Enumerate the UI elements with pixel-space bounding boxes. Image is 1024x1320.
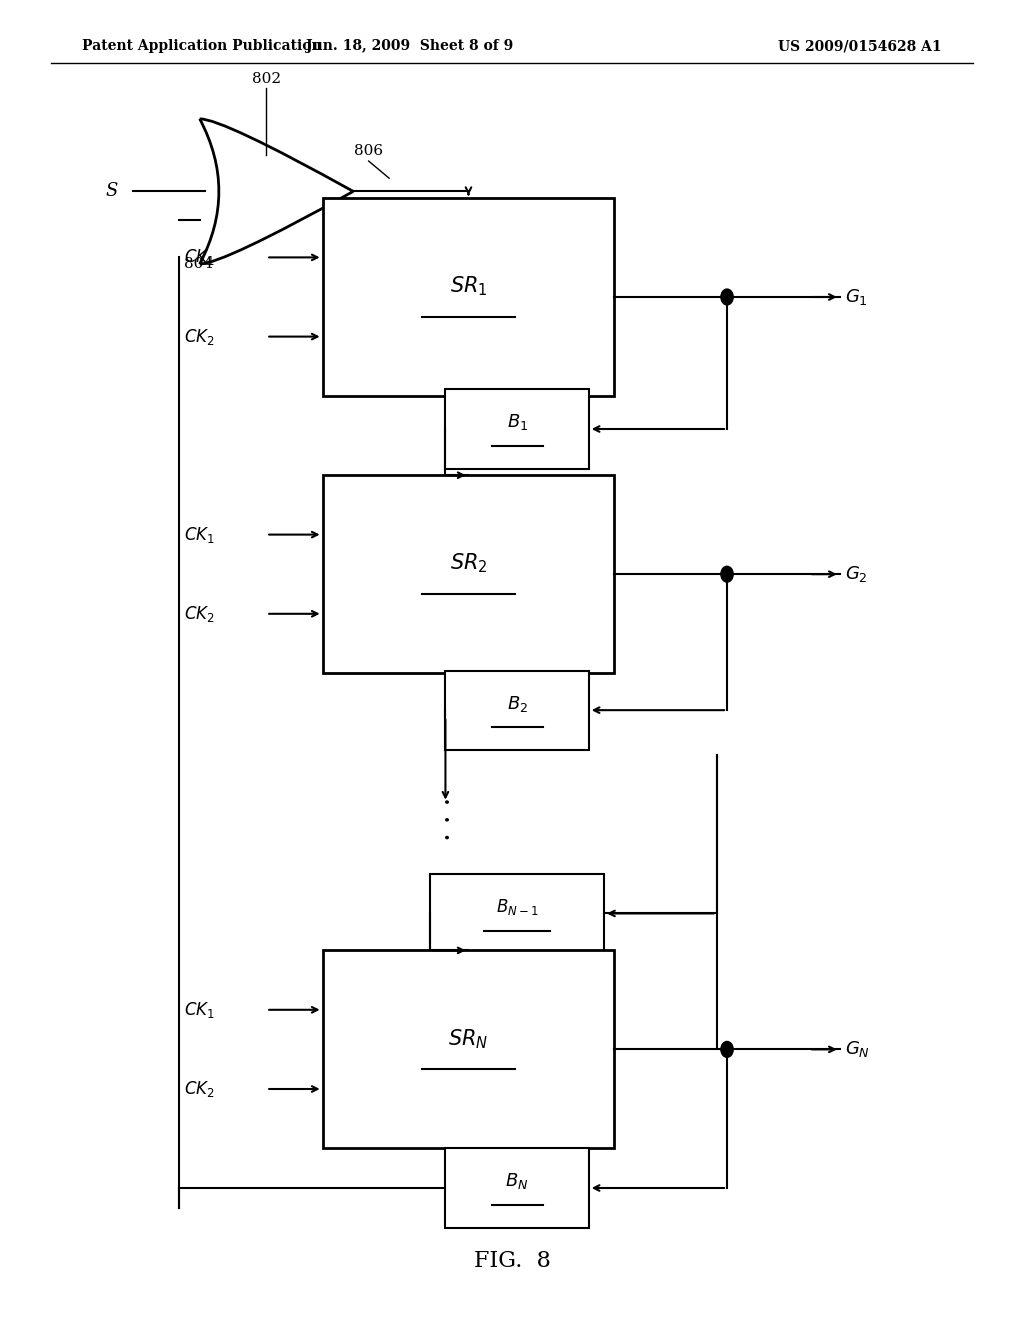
- Text: $B_1$: $B_1$: [507, 412, 527, 433]
- Text: $CK_2$: $CK_2$: [184, 603, 215, 624]
- FancyBboxPatch shape: [323, 198, 614, 396]
- FancyBboxPatch shape: [445, 671, 589, 750]
- Text: US 2009/0154628 A1: US 2009/0154628 A1: [778, 40, 942, 53]
- Text: Patent Application Publication: Patent Application Publication: [82, 40, 322, 53]
- Text: $G_1$: $G_1$: [845, 286, 867, 308]
- Text: $G_2$: $G_2$: [845, 564, 867, 585]
- Text: $B_N$: $B_N$: [506, 1171, 528, 1192]
- Circle shape: [721, 1041, 733, 1057]
- Text: 806: 806: [354, 144, 383, 158]
- Text: $B_2$: $B_2$: [507, 693, 527, 714]
- Text: $G_N$: $G_N$: [845, 1039, 869, 1060]
- Text: $CK_2$: $CK_2$: [184, 326, 215, 347]
- Text: $CK_1$: $CK_1$: [184, 524, 215, 545]
- Circle shape: [721, 566, 733, 582]
- Text: $SR_2$: $SR_2$: [450, 552, 487, 576]
- Text: $SR_N$: $SR_N$: [449, 1027, 488, 1051]
- FancyBboxPatch shape: [445, 389, 589, 469]
- Text: $CK_1$: $CK_1$: [184, 999, 215, 1020]
- Text: $SR_1$: $SR_1$: [450, 275, 487, 298]
- Text: $CK_2$: $CK_2$: [184, 1078, 215, 1100]
- FancyBboxPatch shape: [430, 874, 604, 953]
- Circle shape: [721, 289, 733, 305]
- FancyBboxPatch shape: [445, 1148, 589, 1228]
- FancyBboxPatch shape: [323, 475, 614, 673]
- Text: · · ·: · · ·: [437, 796, 464, 841]
- Text: FIG.  8: FIG. 8: [473, 1250, 551, 1271]
- FancyBboxPatch shape: [323, 950, 614, 1148]
- Text: $CK_1$: $CK_1$: [184, 247, 215, 268]
- Text: Jun. 18, 2009  Sheet 8 of 9: Jun. 18, 2009 Sheet 8 of 9: [306, 40, 513, 53]
- Text: 804: 804: [184, 257, 213, 272]
- Text: 802: 802: [252, 71, 281, 86]
- Text: S: S: [105, 182, 118, 201]
- Text: $B_{N-1}$: $B_{N-1}$: [496, 896, 539, 917]
